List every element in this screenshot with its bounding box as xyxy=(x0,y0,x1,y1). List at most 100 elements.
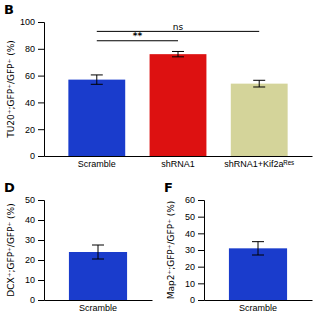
y-tick: 20 xyxy=(25,255,44,265)
x-tick-label: Scramble xyxy=(79,303,117,313)
y-tick: 50 xyxy=(25,195,44,205)
error-bar-cap xyxy=(172,56,184,57)
significance-label: ns xyxy=(173,22,184,32)
y-tick-mark xyxy=(38,102,44,103)
y-tick-label: 0 xyxy=(30,295,35,305)
y-tick: 0 xyxy=(190,295,204,305)
panel: 0 10 20 30 40 50 60 Scramble xyxy=(185,195,313,313)
y-axis-line xyxy=(38,23,45,157)
panel: 0 10 20 30 40 50 Scramble xyxy=(25,195,153,313)
bar xyxy=(69,252,127,300)
panel-label: F xyxy=(164,180,173,195)
panel-label: D xyxy=(4,180,15,195)
y-axis-title: TU20⁺;GFP⁺/GFP⁺ (%) xyxy=(6,40,16,138)
y-tick-label: 10 xyxy=(25,275,35,285)
y-tick: 50 xyxy=(185,212,204,222)
y-tick: 0 xyxy=(30,151,44,161)
y-tick-mark xyxy=(198,200,204,201)
error-bar-stem xyxy=(178,51,179,56)
plot-area xyxy=(68,51,287,156)
x-tick-label: Scramble xyxy=(239,303,277,313)
bar xyxy=(150,54,207,156)
error-bar-cap xyxy=(91,84,103,85)
error-bar-stem xyxy=(259,80,260,87)
y-tick: 20 xyxy=(185,262,204,272)
y-tick-mark xyxy=(38,200,44,201)
y-tick-mark xyxy=(198,300,204,301)
y-tick: 40 xyxy=(25,215,44,225)
y-tick: 60 xyxy=(25,71,44,81)
error-bar xyxy=(252,242,264,255)
y-tick-label: 10 xyxy=(185,279,195,289)
error-bar xyxy=(172,51,184,56)
y-axis: 0 10 20 30 40 50 60 xyxy=(185,195,205,305)
y-axis-line xyxy=(198,201,205,301)
y-tick: 10 xyxy=(185,279,204,289)
error-bar xyxy=(91,75,103,84)
y-tick-label: 100 xyxy=(20,17,35,27)
y-tick: 80 xyxy=(25,44,44,54)
y-axis: 0 10 20 30 40 50 xyxy=(25,195,45,305)
bar xyxy=(231,84,288,156)
y-tick-label: 30 xyxy=(25,235,35,245)
y-axis-title: Map2⁺;GFP⁺/GFP⁺ (%) xyxy=(166,201,176,300)
x-axis: Scramble shRNA1 shRNA1+Kif2aᴿᵉˢ xyxy=(45,157,313,170)
y-tick-mark xyxy=(198,233,204,234)
error-bar-stem xyxy=(258,242,259,255)
x-tick: shRNA1+Kif2aᴿᵉˢ xyxy=(224,159,294,169)
y-tick-label: 20 xyxy=(25,125,35,135)
y-tick-label: 80 xyxy=(25,44,35,54)
x-axis-line xyxy=(205,300,313,301)
error-bar-stem xyxy=(98,245,99,259)
y-tick-label: 30 xyxy=(185,245,195,255)
y-tick-label: 20 xyxy=(25,255,35,265)
y-tick-mark xyxy=(198,267,204,268)
y-tick-mark xyxy=(38,76,44,77)
y-tick: 30 xyxy=(25,235,44,245)
figure: 020406080100ScrambleshRNA1shRNA1+Kif2aᴿᵉ… xyxy=(0,0,320,320)
y-tick-mark xyxy=(38,300,44,301)
y-tick-label: 0 xyxy=(30,151,35,161)
y-tick-label: 20 xyxy=(185,262,195,272)
x-tick-label: shRNA1 xyxy=(161,159,195,169)
error-bar-cap xyxy=(252,255,264,256)
y-tick-mark xyxy=(38,49,44,50)
y-tick: 40 xyxy=(185,229,204,239)
y-tick: 20 xyxy=(25,125,44,135)
significance-label: ** xyxy=(133,31,143,41)
x-tick: Scramble xyxy=(78,159,116,169)
y-tick-mark xyxy=(198,250,204,251)
bar xyxy=(68,80,125,156)
x-tick-label: Scramble xyxy=(78,159,116,169)
y-tick-mark xyxy=(198,283,204,284)
y-tick-label: 40 xyxy=(25,215,35,225)
y-tick: 10 xyxy=(25,275,44,285)
x-tick-label: shRNA1+Kif2aᴿᵉˢ xyxy=(224,159,294,169)
y-tick-label: 60 xyxy=(185,195,195,205)
error-bar xyxy=(92,245,104,259)
error-bar-cap xyxy=(252,241,264,242)
y-tick-label: 40 xyxy=(185,229,195,239)
error-bar-cap xyxy=(253,80,265,81)
y-tick-mark xyxy=(38,280,44,281)
y-tick-label: 60 xyxy=(25,71,35,81)
error-bar-cap xyxy=(92,259,104,260)
y-tick: 100 xyxy=(20,17,44,27)
y-tick: 60 xyxy=(185,195,204,205)
error-bar-cap xyxy=(253,86,265,87)
bar xyxy=(229,248,287,300)
x-tick: shRNA1 xyxy=(161,159,195,169)
y-tick-mark xyxy=(38,156,44,157)
y-tick-label: 0 xyxy=(190,295,195,305)
y-tick-mark xyxy=(198,217,204,218)
y-tick: 0 xyxy=(30,295,44,305)
y-tick: 40 xyxy=(25,98,44,108)
error-bar-stem xyxy=(96,75,97,84)
x-tick: Scramble xyxy=(239,303,277,313)
y-tick-mark xyxy=(38,129,44,130)
y-axis-title: DCX⁺;GFP⁺/GFP⁺ (%) xyxy=(6,203,16,296)
y-tick-mark xyxy=(38,260,44,261)
error-bar-cap xyxy=(91,74,103,75)
error-bar-cap xyxy=(172,51,184,52)
error-bar-cap xyxy=(92,245,104,246)
